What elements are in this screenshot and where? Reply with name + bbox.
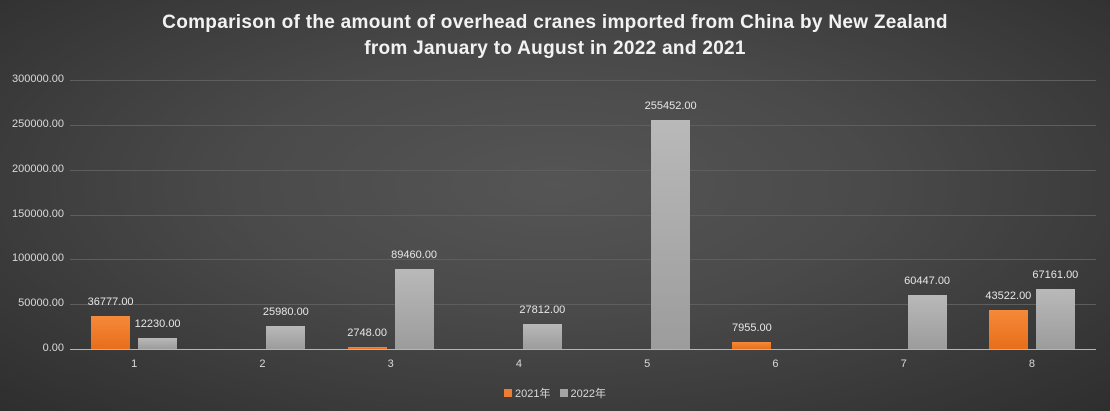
bar-2022-month-2[interactable] — [266, 325, 306, 349]
legend-swatch-2021 — [503, 389, 512, 397]
x-tick-label: 8 — [1028, 358, 1035, 370]
gridline — [70, 80, 1096, 81]
x-tick-label: 1 — [131, 358, 138, 370]
legend-swatch-2022 — [559, 389, 568, 397]
gridline — [70, 214, 1096, 216]
data-label: 89460.00 — [391, 248, 438, 261]
bar-2022-month-5[interactable] — [651, 119, 691, 349]
bar-2021-month-1[interactable] — [91, 316, 131, 349]
bar-2021-month-8[interactable] — [988, 309, 1028, 349]
bar-2022-month-3[interactable] — [394, 268, 434, 349]
data-label: 2748.00 — [347, 326, 387, 339]
data-label: 255452.00 — [644, 99, 697, 112]
x-tick-label: 4 — [515, 358, 522, 370]
bar-2022-month-1[interactable] — [138, 338, 178, 349]
legend-item-2022[interactable]: 2022年 — [559, 385, 607, 401]
data-label: 36777.00 — [87, 296, 134, 309]
legend-item-2021[interactable]: 2021年 — [503, 385, 551, 401]
plot-area: 0.00 50000.00 100000.00 150000.00 200000.00 2… — [12, 73, 1096, 370]
data-label: 60447.00 — [904, 274, 951, 287]
x-axis-line — [70, 349, 1096, 350]
gridline — [70, 124, 1096, 126]
y-tick-label: 200000.00 — [12, 162, 64, 175]
data-label: 12230.00 — [134, 318, 181, 331]
y-tick-label: 0.00 — [42, 342, 64, 354]
x-tick-label: 7 — [900, 358, 907, 370]
x-tick-label: 5 — [644, 358, 651, 370]
data-label: 43522.00 — [985, 289, 1032, 302]
y-tick-label: 300000.00 — [12, 73, 64, 85]
bar-2022-month-8[interactable] — [1035, 288, 1075, 349]
x-tick-label: 2 — [259, 358, 266, 370]
data-label: 27812.00 — [519, 304, 566, 317]
gridline — [70, 304, 1096, 306]
y-tick-label: 100000.00 — [12, 252, 64, 265]
x-tick-label: 6 — [772, 358, 779, 370]
legend-label-2022: 2022年 — [570, 388, 607, 400]
chart-title: Comparison of the amount of overhead cra… — [0, 10, 1110, 62]
bar-2022-month-4[interactable] — [522, 324, 562, 349]
bar-2021-month-6[interactable] — [732, 341, 772, 349]
y-tick-label: 250000.00 — [12, 117, 64, 130]
data-label: 67161.00 — [1032, 268, 1079, 281]
bar-2022-month-7[interactable] — [907, 294, 947, 349]
data-label: 7955.00 — [731, 321, 772, 334]
chart-title-line2: from January to August in 2022 and 2021 — [364, 38, 746, 59]
y-tick-label: 50000.00 — [18, 297, 64, 310]
data-label: 25980.00 — [262, 305, 309, 318]
x-tick-label: 3 — [387, 358, 394, 370]
gridline — [70, 259, 1096, 261]
legend-label-2021: 2021年 — [514, 388, 551, 400]
y-tick-label: 150000.00 — [12, 207, 64, 220]
bar-2021-month-3[interactable] — [347, 346, 387, 349]
chart-title-line1: Comparison of the amount of overhead cra… — [162, 12, 948, 33]
legend: 2021年 2022年 — [0, 385, 1110, 401]
gridline — [70, 169, 1096, 171]
